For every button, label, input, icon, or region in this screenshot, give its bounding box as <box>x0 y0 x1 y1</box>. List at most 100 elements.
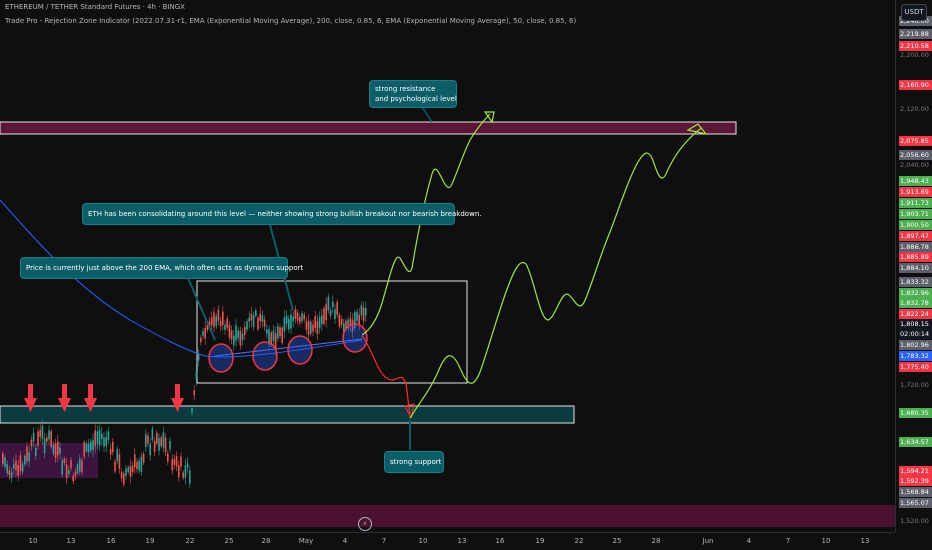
candle-body <box>136 461 138 470</box>
time-tick-label: 10 <box>28 537 38 545</box>
candle-body <box>85 443 88 451</box>
resistance-zone[interactable] <box>0 121 737 135</box>
candle-body <box>28 452 30 462</box>
time-tick-label: 19 <box>535 537 545 545</box>
candle-body <box>288 318 290 330</box>
candle-body <box>261 315 264 322</box>
price-grid-label: 2,120.00 <box>900 105 929 113</box>
candle-body <box>217 309 220 321</box>
price-tag: 1,913.69 <box>899 187 932 197</box>
price-tag: 1,832.96 <box>899 288 932 298</box>
indicator-legend[interactable]: Trade Pro - Rejection Zone Indicator (20… <box>5 17 577 25</box>
candle-body <box>134 454 136 468</box>
candle-body <box>213 312 215 328</box>
candle-body <box>202 331 204 336</box>
candle-body <box>354 312 356 328</box>
candle-body <box>332 301 334 307</box>
candle-body <box>252 315 255 327</box>
candle-body <box>226 318 228 328</box>
price-tag: 1,886.78 <box>899 242 932 252</box>
time-tick-label: 10 <box>821 537 831 545</box>
candle-body <box>290 314 292 329</box>
candle-body <box>72 475 74 482</box>
support-zone[interactable] <box>0 405 575 424</box>
price-tag: 1,592.39 <box>899 476 932 486</box>
price-tag: 1,634.57 <box>899 437 932 447</box>
candle-body <box>83 442 85 457</box>
candle-body <box>138 460 140 471</box>
candle-body <box>283 317 286 332</box>
candle-body <box>79 458 81 472</box>
candle-body <box>362 307 365 321</box>
price-tag: 1,808.15 <box>899 319 932 329</box>
candle-body <box>149 443 151 456</box>
candle-body <box>310 322 312 334</box>
candle-body <box>358 314 360 324</box>
candle-body <box>292 316 294 322</box>
candle-body <box>156 432 158 444</box>
time-tick-label: 28 <box>651 537 661 545</box>
red-down-arrow-icon <box>24 384 184 412</box>
purple-zone <box>0 443 98 478</box>
candle-body <box>125 468 127 476</box>
ema-callout[interactable]: Price is currently just above the 200 EM… <box>20 257 303 279</box>
price-tag: 1,594.21 <box>899 466 932 476</box>
candle-body <box>345 320 347 329</box>
candle-body <box>98 429 101 446</box>
candle-body <box>180 456 182 467</box>
candle-body <box>250 313 253 321</box>
candle-body <box>241 333 244 340</box>
candle-body <box>184 465 187 478</box>
candle-body <box>41 425 44 440</box>
lightning-icon[interactable]: ⚡ <box>358 517 372 531</box>
price-tag: 1,832.78 <box>899 298 932 308</box>
ema-touch-circle <box>342 323 368 353</box>
support-callout[interactable]: strong support <box>384 451 444 473</box>
candle-body <box>19 455 22 472</box>
consolidation-box[interactable] <box>196 280 468 384</box>
candle-body <box>63 458 66 464</box>
candle-body <box>167 453 169 462</box>
resistance-callout-line2: and psychological level <box>375 95 457 103</box>
candle-body <box>114 461 116 472</box>
candle-body <box>37 431 39 446</box>
time-tick-label: 7 <box>785 537 791 545</box>
candle-body <box>219 320 222 327</box>
candle-body <box>244 326 246 335</box>
currency-button[interactable]: USDT <box>901 4 927 21</box>
candle-body <box>169 441 171 450</box>
time-tick-label: 13 <box>457 537 467 545</box>
candle-body <box>301 313 303 322</box>
candle-body <box>266 329 268 334</box>
time-axis[interactable]: 10 13 16 19 22 25 28 May 4 7 10 13 16 19 22 25 28 Jun 4 7 10… <box>0 532 895 550</box>
symbol-title[interactable]: ETHEREUM / TETHER Standard Futures · 4h … <box>5 3 185 11</box>
candle-body <box>32 432 35 442</box>
price-axis[interactable]: 2,200.002,160.002,120.002,080.002,040.00… <box>895 0 932 532</box>
candle-body <box>173 458 176 465</box>
ema-pointer <box>187 277 216 341</box>
candle-body <box>15 460 17 470</box>
candle-body <box>257 317 259 330</box>
candle-body <box>131 465 134 473</box>
candle-body <box>327 296 330 311</box>
candle-body <box>237 330 239 339</box>
candle-body <box>24 456 26 465</box>
ema-touch-circle <box>252 341 278 371</box>
candle-body <box>259 313 261 322</box>
candle-body <box>307 320 310 335</box>
bearish-projection[interactable] <box>361 335 411 415</box>
candle-body <box>164 437 167 452</box>
resistance-callout[interactable]: strong resistance and psychological leve… <box>369 80 457 108</box>
bullish-projection-long[interactable] <box>409 127 703 419</box>
candle-body <box>356 311 358 321</box>
candle-body <box>81 460 83 473</box>
candle-body <box>204 327 206 339</box>
consolidation-callout[interactable]: ETH has been consolidating around this l… <box>82 203 481 225</box>
candle-body <box>323 308 325 324</box>
lower-demand-zone <box>0 505 895 527</box>
price-tag: 1,775.40 <box>899 362 932 372</box>
chart-header: ETHEREUM / TETHER Standard Futures · 4h … <box>0 0 895 36</box>
candle-body <box>123 473 125 485</box>
candle-body <box>171 459 173 471</box>
time-tick-label: 22 <box>574 537 584 545</box>
